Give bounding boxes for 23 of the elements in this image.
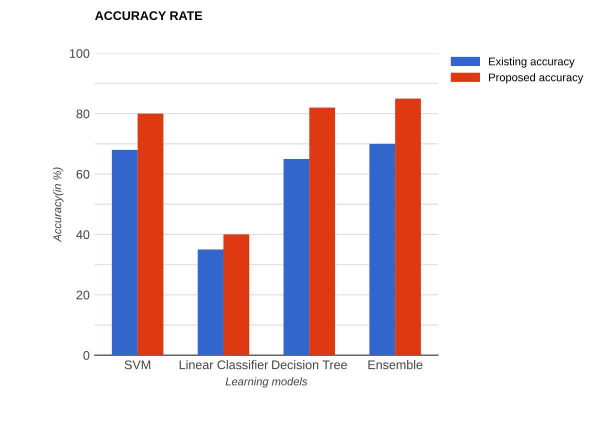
legend-label: Proposed accuracy xyxy=(489,73,584,84)
bar xyxy=(284,158,310,356)
y-tick-label: 0 xyxy=(83,351,90,360)
bar xyxy=(112,150,138,356)
y-tick-label: 80 xyxy=(76,109,90,118)
y-tick-label: 20 xyxy=(76,290,90,300)
bar xyxy=(198,250,224,356)
x-axis-title: Learning models xyxy=(226,377,308,388)
x-tick-label: Linear Classifier xyxy=(180,360,268,370)
y-axis-title: Accuracy(in %) xyxy=(53,168,64,242)
chart-title: ACCURACY RATE xyxy=(95,11,202,20)
x-tick-label: Ensemble xyxy=(368,360,422,370)
y-tick-label: 100 xyxy=(70,49,90,58)
x-tick-label: Decision Tree xyxy=(272,360,347,370)
y-tick-label: 60 xyxy=(76,170,90,179)
legend-label: Existing accuracy xyxy=(489,57,575,68)
bar xyxy=(223,234,250,356)
bar xyxy=(395,98,421,356)
x-tick-label: SVM xyxy=(124,360,150,370)
bar xyxy=(369,144,396,356)
bar xyxy=(138,114,164,356)
y-tick-label: 40 xyxy=(76,230,90,240)
bar xyxy=(309,108,336,356)
